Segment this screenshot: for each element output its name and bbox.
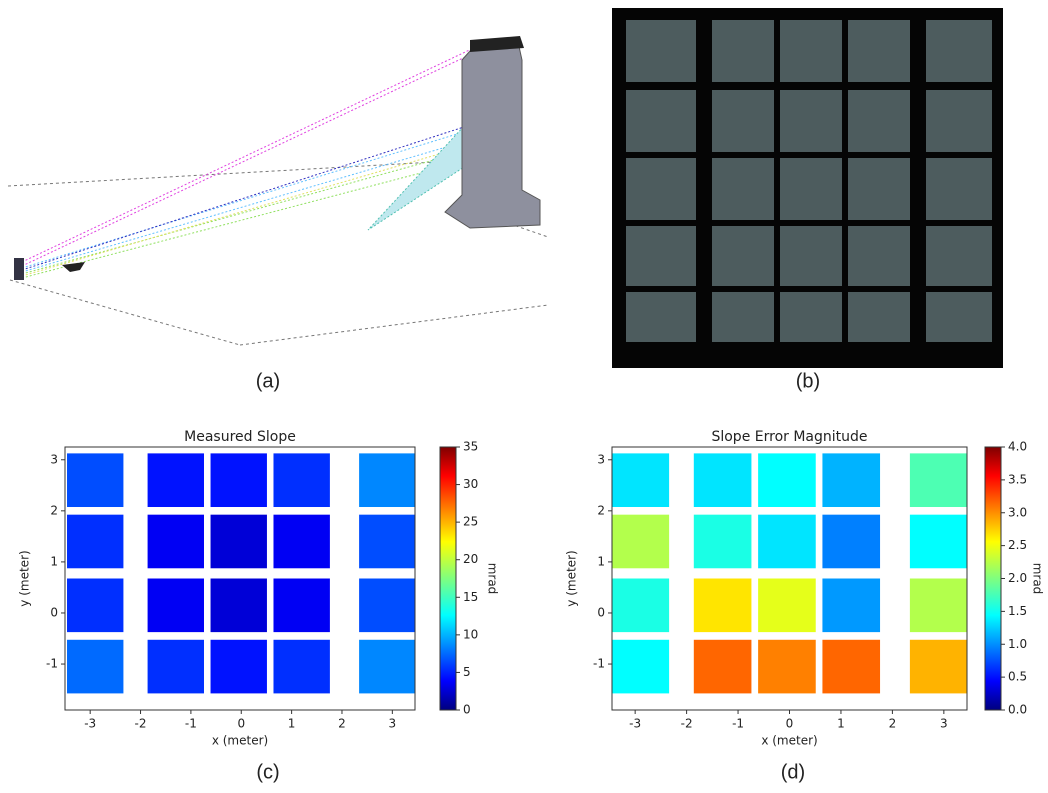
colorbar-tick-label: 30 bbox=[463, 477, 478, 491]
facet bbox=[910, 579, 968, 633]
y-tick-label: 0 bbox=[597, 605, 605, 619]
y-tick-label: 2 bbox=[597, 503, 605, 517]
facet bbox=[273, 640, 329, 694]
facet bbox=[611, 579, 669, 633]
facet bbox=[359, 515, 415, 569]
colorbar-tick-label: 5 bbox=[463, 665, 471, 679]
x-tick-label: -3 bbox=[84, 717, 96, 731]
x-tick-label: 3 bbox=[940, 717, 948, 731]
facet bbox=[273, 453, 329, 507]
colorbar-tick-label: 20 bbox=[463, 552, 478, 566]
facet bbox=[211, 640, 267, 694]
caption: (a) bbox=[256, 370, 280, 392]
x-tick-label: 2 bbox=[338, 717, 346, 731]
colorbar-tick-label: 0.5 bbox=[1008, 670, 1027, 684]
x-tick-label: 1 bbox=[837, 717, 845, 731]
facet bbox=[67, 579, 123, 633]
facet bbox=[211, 579, 267, 633]
colorbar-tick-label: 4.0 bbox=[1008, 440, 1027, 454]
facet bbox=[359, 453, 415, 507]
chart-title: Slope Error Magnitude bbox=[711, 429, 867, 445]
facet bbox=[148, 515, 204, 569]
colorbar-tick-label: 2.5 bbox=[1008, 538, 1027, 552]
facet bbox=[758, 579, 816, 633]
facet bbox=[611, 515, 669, 569]
x-tick-label: -1 bbox=[185, 717, 197, 731]
facet bbox=[273, 579, 329, 633]
facet bbox=[822, 453, 880, 507]
x-tick-label: 2 bbox=[889, 717, 897, 731]
colorbar-tick-label: 2.0 bbox=[1008, 571, 1027, 585]
facet bbox=[694, 579, 752, 633]
colorbar-label: mrad bbox=[486, 563, 500, 595]
facet bbox=[822, 640, 880, 694]
colorbar-tick-label: 0.0 bbox=[1008, 703, 1027, 717]
figure: (a) (b) (c) (d) -3 -2 -1 0 1 2 3 -1 0 1 2 3 Measured… bbox=[0, 0, 1048, 793]
chart-title: Measured Slope bbox=[184, 429, 296, 445]
facet bbox=[910, 453, 968, 507]
y-tick-label: 3 bbox=[597, 452, 605, 466]
facet bbox=[67, 640, 123, 694]
colorbar bbox=[440, 447, 456, 710]
colorbar-tick-label: 1.5 bbox=[1008, 604, 1027, 618]
facet bbox=[359, 640, 415, 694]
x-tick-label: 1 bbox=[288, 717, 296, 731]
facet bbox=[273, 515, 329, 569]
facet bbox=[211, 515, 267, 569]
facet bbox=[822, 579, 880, 633]
x-axis-label: x (meter) bbox=[212, 734, 268, 748]
facet bbox=[67, 515, 123, 569]
colorbar-tick-label: 10 bbox=[463, 627, 478, 641]
colorbar-tick-label: 3.0 bbox=[1008, 505, 1027, 519]
y-tick-label: -1 bbox=[46, 657, 58, 671]
facet-photo bbox=[612, 8, 1003, 368]
x-tick-label: 0 bbox=[237, 717, 245, 731]
facet bbox=[694, 640, 752, 694]
colorbar-label: mrad bbox=[1031, 563, 1045, 595]
y-tick-label: 0 bbox=[50, 605, 58, 619]
facet bbox=[611, 640, 669, 694]
facet bbox=[611, 453, 669, 507]
setup-sketch bbox=[8, 36, 548, 345]
facet bbox=[67, 453, 123, 507]
y-axis-label: y (meter) bbox=[18, 550, 32, 606]
facet bbox=[694, 515, 752, 569]
x-tick-label: -1 bbox=[732, 717, 744, 731]
facet bbox=[359, 579, 415, 633]
x-tick-label: -3 bbox=[629, 717, 641, 731]
y-tick-label: 2 bbox=[50, 503, 58, 517]
facet bbox=[910, 640, 968, 694]
y-tick-label: -1 bbox=[593, 657, 605, 671]
x-tick-label: 3 bbox=[389, 717, 397, 731]
colorbar-tick-label: 25 bbox=[463, 515, 478, 529]
caption: (d) bbox=[781, 761, 805, 783]
facet bbox=[910, 515, 968, 569]
facet bbox=[822, 515, 880, 569]
y-tick-label: 1 bbox=[597, 554, 605, 568]
colorbar-tick-label: 35 bbox=[463, 440, 478, 454]
x-tick-label: -2 bbox=[681, 717, 693, 731]
y-tick-label: 3 bbox=[50, 452, 58, 466]
facet bbox=[694, 453, 752, 507]
y-tick-label: 1 bbox=[50, 554, 58, 568]
colorbar-tick-label: 1.0 bbox=[1008, 637, 1027, 651]
colorbar-tick-label: 3.5 bbox=[1008, 472, 1027, 486]
y-axis-label: y (meter) bbox=[565, 550, 579, 606]
x-tick-label: 0 bbox=[786, 717, 794, 731]
page: (a) (b) (c) (d) -3 -2 -1 0 1 2 3 -1 0 1 2 3 Measured… bbox=[0, 0, 1048, 793]
facet bbox=[211, 453, 267, 507]
facet bbox=[758, 515, 816, 569]
facet bbox=[148, 453, 204, 507]
x-axis-label: x (meter) bbox=[761, 734, 817, 748]
facet bbox=[148, 579, 204, 633]
caption: (b) bbox=[796, 370, 820, 392]
caption: (c) bbox=[256, 761, 279, 783]
colorbar-tick-label: 15 bbox=[463, 590, 478, 604]
facet bbox=[758, 640, 816, 694]
facet bbox=[758, 453, 816, 507]
facet bbox=[148, 640, 204, 694]
x-tick-label: -2 bbox=[135, 717, 147, 731]
colorbar-tick-label: 0 bbox=[463, 703, 471, 717]
colorbar bbox=[985, 447, 1001, 710]
